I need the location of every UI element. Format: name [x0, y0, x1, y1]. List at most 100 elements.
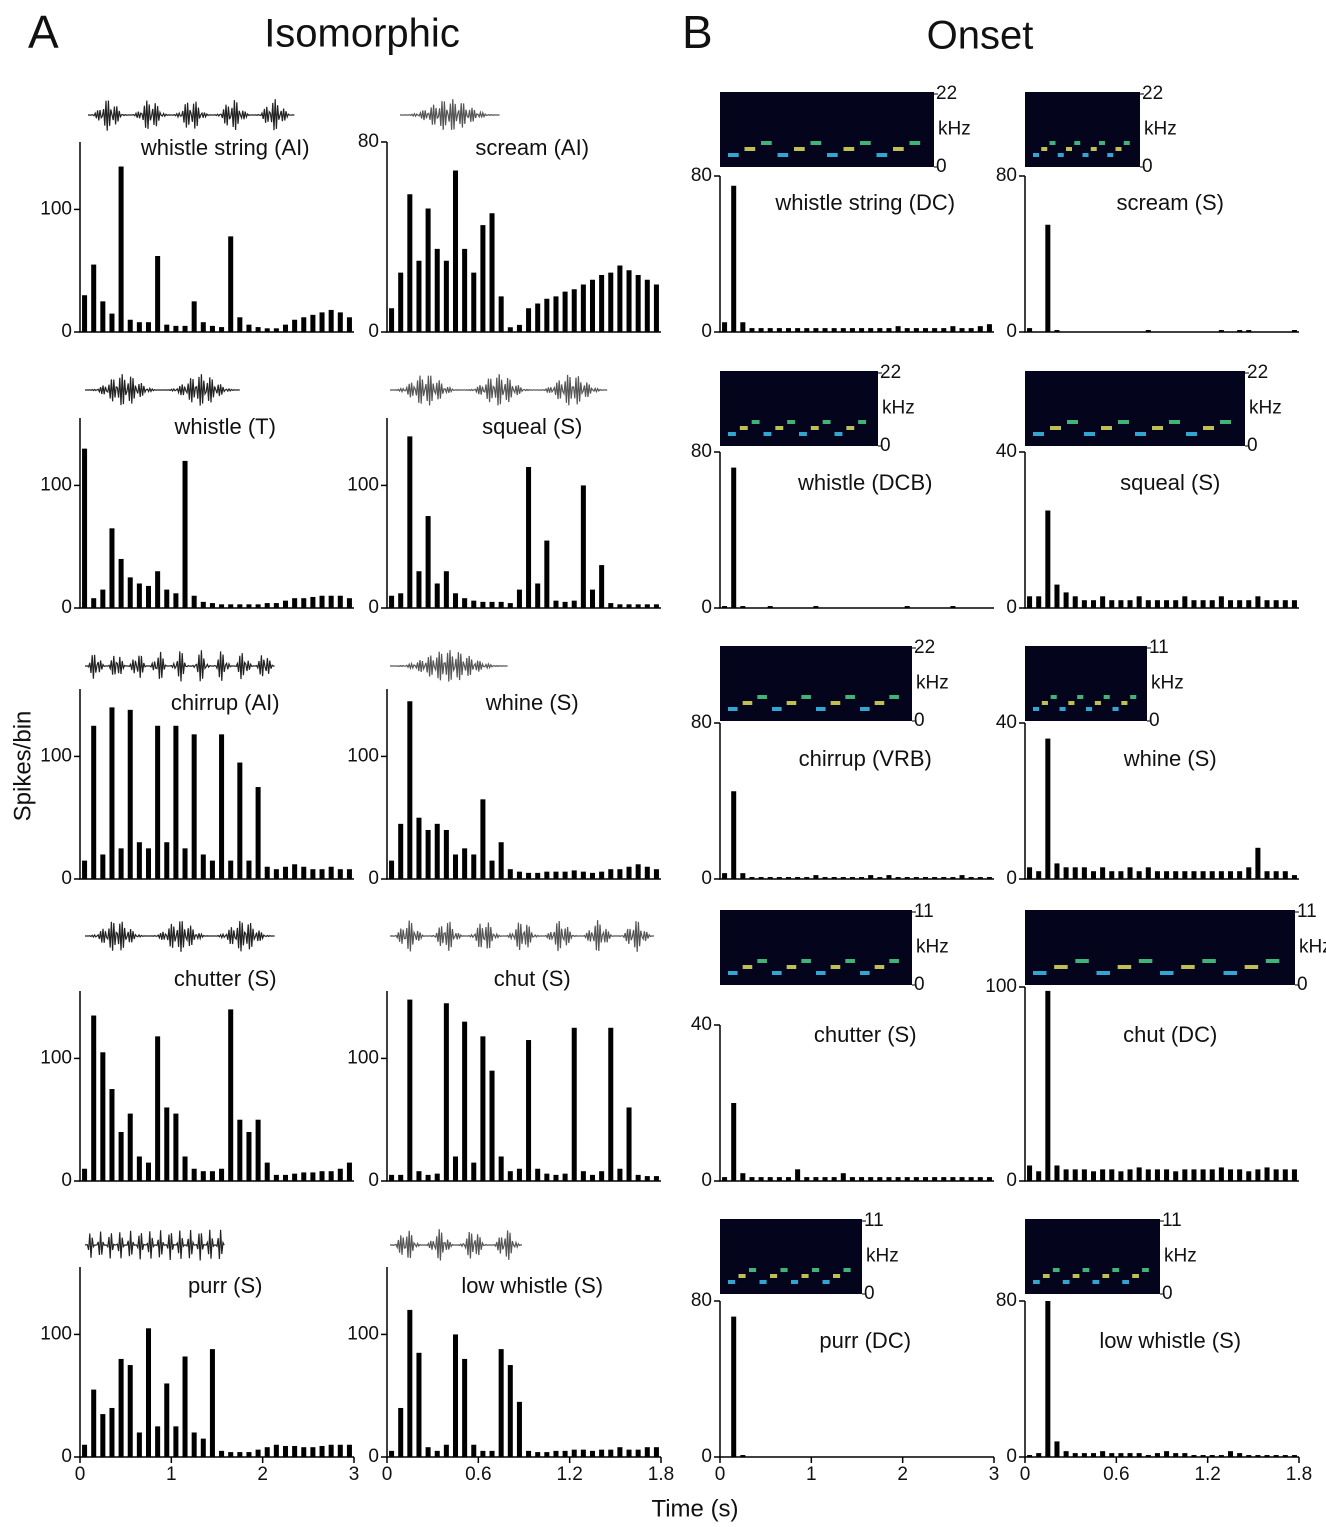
- bar: [590, 280, 595, 332]
- bar: [1182, 1169, 1187, 1181]
- bar: [1292, 1169, 1297, 1181]
- bar: [91, 1390, 96, 1457]
- spectrogram-energy: [1135, 432, 1146, 436]
- spectrogram-energy: [1033, 1280, 1040, 1284]
- waveform: [88, 99, 294, 131]
- bar: [1137, 596, 1142, 608]
- panel-title: chut (S): [494, 966, 571, 991]
- bar: [265, 1447, 270, 1457]
- spectrogram-energy: [1086, 707, 1092, 711]
- bar: [590, 873, 595, 879]
- spectrogram-unit: kHz: [1299, 937, 1326, 958]
- bar: [471, 1163, 476, 1181]
- bar: [1255, 596, 1260, 608]
- waveform: [85, 921, 275, 952]
- spectrogram-energy: [1107, 153, 1113, 157]
- bar: [627, 1450, 632, 1457]
- bar: [329, 310, 334, 332]
- spectrogram-energy: [1050, 426, 1061, 430]
- bar: [416, 1171, 421, 1181]
- bar: [572, 289, 577, 332]
- spectrogram-energy: [860, 971, 870, 975]
- bar: [453, 854, 458, 879]
- bar: [146, 1328, 151, 1457]
- bar: [1064, 1451, 1069, 1457]
- bar: [128, 710, 133, 879]
- bar: [292, 864, 297, 879]
- spectrogram-tick-label: 0: [914, 974, 925, 995]
- spectrogram-energy: [1053, 1268, 1060, 1272]
- bar: [1137, 1167, 1142, 1181]
- bar: [192, 1432, 197, 1457]
- bar: [1146, 867, 1151, 879]
- panel-title: Onset: [927, 14, 1034, 58]
- y-tick-label: 0: [1006, 597, 1017, 618]
- bar: [654, 869, 659, 879]
- bar: [1091, 1171, 1096, 1181]
- bar: [338, 1169, 343, 1181]
- spectrogram-energy: [1067, 420, 1078, 424]
- spectrogram-energy: [1075, 959, 1089, 963]
- bar: [192, 1169, 197, 1181]
- bar: [100, 1414, 105, 1457]
- bar: [581, 1171, 586, 1181]
- bar: [109, 1408, 114, 1457]
- bar: [627, 1107, 632, 1181]
- bar: [1191, 1169, 1196, 1181]
- bar: [1283, 1169, 1288, 1181]
- bar: [301, 317, 306, 332]
- bar: [91, 265, 96, 332]
- bar: [128, 320, 133, 332]
- waveform: [390, 650, 508, 681]
- bar: [109, 707, 114, 879]
- panel-title: purr (DC): [819, 1328, 911, 1353]
- x-tick-label: 1.8: [1286, 1464, 1312, 1485]
- bar: [173, 1426, 178, 1457]
- bar: [1237, 1169, 1242, 1181]
- bar: [100, 301, 105, 332]
- spectrogram-unit: kHz: [916, 673, 949, 694]
- bar: [462, 1359, 467, 1457]
- y-tick-label: 0: [1006, 1446, 1017, 1467]
- bar: [1045, 991, 1050, 1181]
- bar: [137, 322, 142, 332]
- spectrogram-unit: kHz: [866, 1246, 899, 1267]
- bar: [517, 1169, 522, 1181]
- spectrogram-energy: [728, 153, 739, 157]
- figure: A Isomorphic B Onset Spikes/bin Time (s)…: [0, 0, 1326, 1527]
- y-tick-label: 100: [347, 745, 379, 766]
- panel-title: chutter (S): [174, 966, 277, 991]
- bar: [1118, 871, 1123, 879]
- y-tick-label: 80: [996, 1290, 1017, 1311]
- bar: [338, 312, 343, 332]
- bar: [389, 308, 394, 332]
- panel-title: Isomorphic: [264, 12, 460, 56]
- bar: [1164, 871, 1169, 879]
- x-tick-label: 0: [382, 1464, 393, 1485]
- bar: [1109, 1169, 1114, 1181]
- spectrogram-energy: [743, 965, 753, 969]
- y-tick-label: 100: [985, 976, 1017, 997]
- bar: [201, 1171, 206, 1181]
- bar: [581, 285, 586, 333]
- panel-title: whistle (T): [173, 414, 275, 439]
- bar: [301, 867, 306, 879]
- bar: [310, 1447, 315, 1457]
- bar: [91, 1016, 96, 1181]
- bar: [1100, 867, 1105, 879]
- bar: [1164, 1451, 1169, 1457]
- bar: [1036, 596, 1041, 608]
- bar: [201, 1439, 206, 1457]
- spectrogram-energy: [1112, 1268, 1119, 1272]
- bar: [636, 275, 641, 332]
- spectrogram-energy: [791, 1280, 798, 1284]
- bar: [265, 867, 270, 879]
- spectrogram-energy: [811, 141, 822, 145]
- spectrogram-energy: [845, 959, 855, 963]
- bar: [490, 861, 495, 879]
- spectrogram-energy: [812, 1268, 819, 1272]
- spectrogram-energy: [728, 707, 738, 711]
- bar: [407, 1310, 412, 1457]
- y-tick-label: 0: [701, 868, 712, 889]
- bar: [444, 1003, 449, 1181]
